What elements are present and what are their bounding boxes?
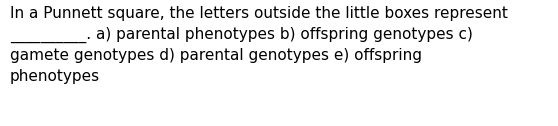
Text: In a Punnett square, the letters outside the little boxes represent
__________. : In a Punnett square, the letters outside… [10,6,508,84]
